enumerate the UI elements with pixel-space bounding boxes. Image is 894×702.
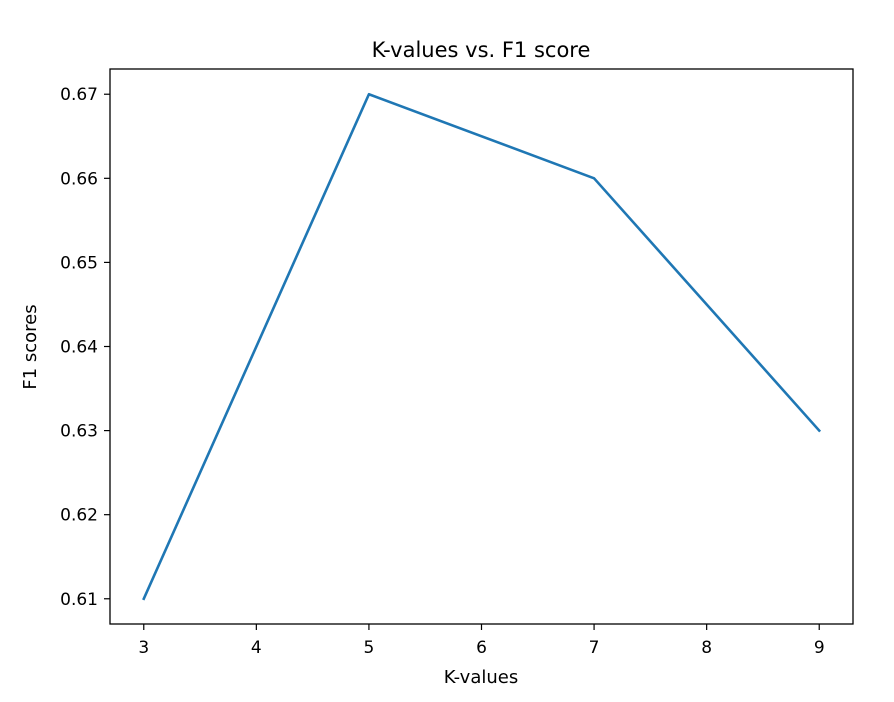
x-axis-label: K-values bbox=[444, 667, 518, 688]
plot-area bbox=[110, 69, 853, 624]
x-tick-label: 3 bbox=[138, 638, 149, 658]
y-tick-label: 0.61 bbox=[60, 590, 98, 610]
series-layer bbox=[142, 92, 822, 601]
y-axis-label: F1 scores bbox=[20, 304, 41, 389]
data-point bbox=[818, 429, 821, 432]
data-point bbox=[142, 597, 145, 600]
y-tick-label: 0.63 bbox=[60, 422, 98, 442]
y-axis-ticks: 0.61 0.62 0.63 0.64 0.65 0.66 0.67 bbox=[60, 85, 110, 610]
data-point bbox=[368, 93, 370, 96]
y-tick-label: 0.66 bbox=[60, 169, 98, 189]
y-tick-label: 0.62 bbox=[60, 506, 98, 526]
x-tick-label: 6 bbox=[476, 638, 487, 658]
x-tick-label: 5 bbox=[364, 638, 375, 658]
y-tick-label: 0.65 bbox=[60, 253, 98, 273]
y-tick-label: 0.67 bbox=[60, 85, 98, 105]
x-tick-label: 9 bbox=[814, 638, 825, 658]
x-tick-label: 4 bbox=[251, 638, 262, 658]
data-point bbox=[593, 177, 595, 180]
y-tick-label: 0.64 bbox=[60, 338, 98, 358]
plot-frame bbox=[109, 68, 854, 625]
x-axis-ticks: 3 4 5 6 7 8 9 bbox=[138, 624, 825, 658]
x-tick-label: 8 bbox=[701, 638, 712, 658]
chart-title: K-values vs. F1 score bbox=[372, 38, 591, 62]
x-tick-label: 7 bbox=[589, 638, 600, 658]
series-line bbox=[142, 92, 822, 601]
